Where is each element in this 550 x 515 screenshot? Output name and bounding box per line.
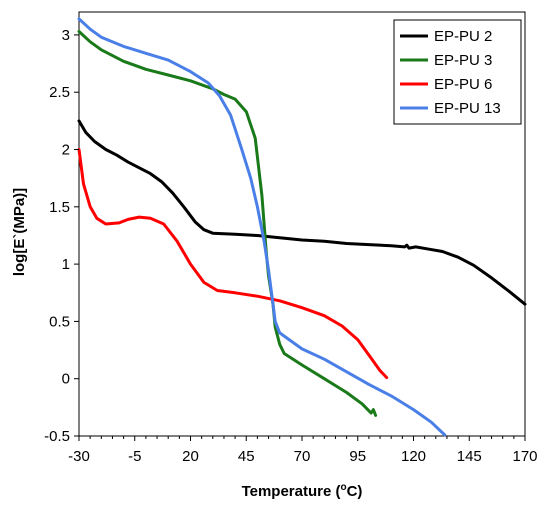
series-line-ep-pu-13 <box>77 17 447 437</box>
y-tick-label: -0.5 <box>44 428 70 445</box>
series-line-ep-pu-2 <box>77 119 527 306</box>
series-line-ep-pu-3 <box>77 30 378 417</box>
y-tick-label: 3 <box>62 27 70 44</box>
legend-label: EP-PU 13 <box>434 100 501 117</box>
x-tick-label: 170 <box>512 448 537 465</box>
legend-label: EP-PU 3 <box>434 52 492 69</box>
series-line-ep-pu-6 <box>77 148 389 380</box>
y-tick-label: 0 <box>62 371 70 388</box>
legend-label: EP-PU 2 <box>434 28 492 45</box>
legend: EP-PU 2 EP-PU 3 EP-PU 6 EP-PU 13 <box>393 19 522 125</box>
x-tick-label: 70 <box>294 448 311 465</box>
y-axis-title: log[E`(MPa)] <box>11 188 28 276</box>
y-tick-label: 1.5 <box>49 199 70 216</box>
y-tick-label: 0.5 <box>49 313 70 330</box>
x-axis-title-degree: o <box>340 482 346 493</box>
x-tick-label: 20 <box>182 448 199 465</box>
x-axis-title-unit: C) <box>347 483 363 500</box>
axis-ticks: -30 -5 20 45 70 95 120 145 170 -0.5 0 0.5 1 1.5 2 2.5 3 <box>44 27 537 465</box>
x-tick-label: 120 <box>401 448 426 465</box>
x-tick-label: 45 <box>238 448 255 465</box>
y-tick-label: 2.5 <box>49 84 70 101</box>
x-tick-label: 95 <box>349 448 366 465</box>
legend-label: EP-PU 6 <box>434 76 492 93</box>
x-tick-label: -5 <box>128 448 141 465</box>
x-axis-title: Temperature (oC) <box>242 482 363 500</box>
x-tick-label: 145 <box>457 448 482 465</box>
y-tick-label: 1 <box>62 256 70 273</box>
x-tick-label: -30 <box>68 448 90 465</box>
y-tick-label: 2 <box>62 142 70 159</box>
